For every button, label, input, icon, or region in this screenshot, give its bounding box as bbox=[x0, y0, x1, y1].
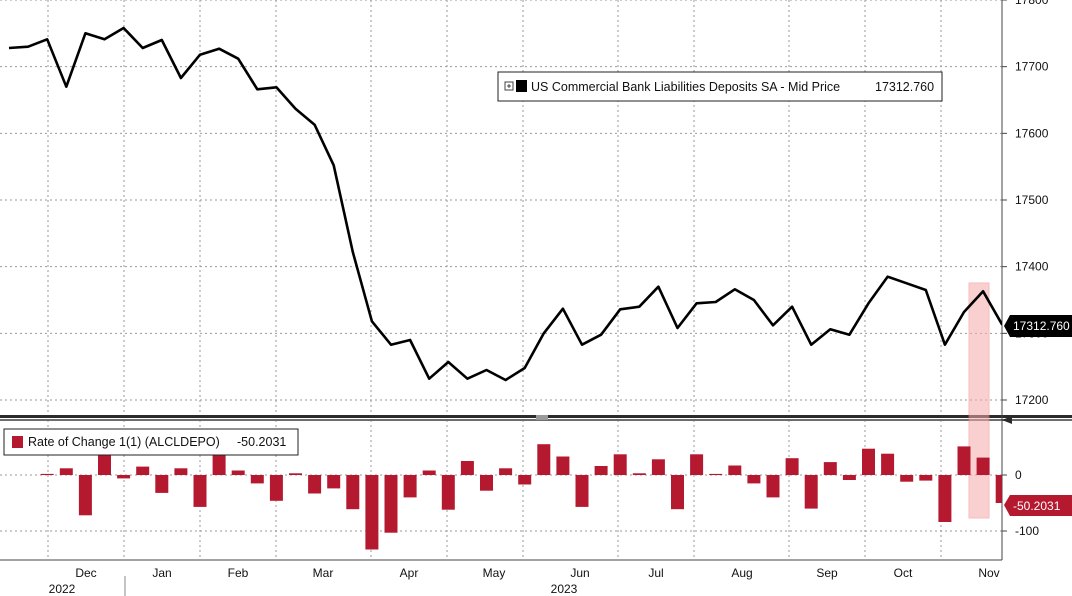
roc-bar bbox=[231, 470, 245, 475]
roc-bar bbox=[804, 475, 818, 509]
roc-bar bbox=[289, 473, 302, 475]
roc-bar bbox=[690, 454, 704, 475]
roc-last-value: -50.2031 bbox=[1013, 499, 1061, 513]
x-year-label: 2023 bbox=[551, 582, 578, 596]
roc-bar bbox=[823, 462, 837, 475]
price-legend-value: 17312.760 bbox=[875, 80, 934, 94]
divider-arrow-icon bbox=[1002, 416, 1012, 424]
legend-swatch-icon bbox=[12, 436, 23, 448]
price-last-value-badge: 17312.760 bbox=[1004, 315, 1072, 337]
y-tick-label: 17500 bbox=[1015, 193, 1049, 207]
roc-bar bbox=[632, 473, 646, 475]
price-legend-label: US Commercial Bank Liabilities Deposits … bbox=[531, 80, 840, 94]
roc-last-value-badge: -50.2031 bbox=[1004, 495, 1072, 516]
roc-bar bbox=[403, 475, 417, 498]
roc-bar bbox=[709, 473, 723, 475]
roc-bar bbox=[594, 466, 608, 475]
roc-bar bbox=[78, 475, 92, 516]
roc-bar bbox=[40, 473, 54, 475]
roc-bar bbox=[881, 453, 895, 475]
panel-resize-handle[interactable] bbox=[536, 415, 548, 420]
deposits-line bbox=[8, 26, 1002, 382]
x-axis-ticks: Dec Jan Feb Mar Apr May Jun Jul Aug Sep Oct Nov 2022… bbox=[49, 566, 1000, 596]
roc-bar bbox=[250, 475, 264, 484]
x-tick-label: Feb bbox=[228, 566, 249, 580]
y-tick-label: 17200 bbox=[1015, 393, 1049, 407]
legend-swatch-icon bbox=[516, 80, 527, 92]
roc-y-ticks: 0 -100 bbox=[1002, 468, 1039, 538]
roc-bar bbox=[212, 455, 226, 475]
price-legend: US Commercial Bank Liabilities Deposits … bbox=[497, 71, 943, 102]
roc-bar bbox=[155, 475, 169, 493]
roc-bar bbox=[537, 444, 551, 475]
y-tick-label: 0 bbox=[1015, 468, 1022, 482]
roc-bar bbox=[98, 454, 111, 475]
roc-bar bbox=[441, 475, 455, 510]
roc-bar bbox=[269, 475, 283, 501]
x-tick-label: May bbox=[483, 566, 506, 580]
roc-bar bbox=[900, 475, 914, 482]
roc-bar bbox=[995, 475, 1002, 503]
latest-point-highlight bbox=[968, 282, 990, 519]
roc-bar bbox=[460, 461, 474, 475]
y-tick-label: 17800 bbox=[1015, 0, 1049, 7]
price-panel bbox=[0, 0, 1002, 416]
x-tick-label: Oct bbox=[894, 566, 913, 580]
roc-bar bbox=[976, 457, 990, 475]
x-tick-label: Mar bbox=[313, 566, 334, 580]
roc-legend-label: Rate of Change 1(1) (ALCLDEPO) bbox=[28, 435, 220, 449]
roc-bar bbox=[747, 475, 761, 484]
roc-bar bbox=[671, 475, 684, 510]
price-last-value: 17312.760 bbox=[1013, 319, 1070, 333]
roc-bar bbox=[136, 466, 150, 475]
roc-bar bbox=[117, 475, 131, 479]
x-tick-label: Jan bbox=[152, 566, 171, 580]
y-tick-label: -100 bbox=[1015, 524, 1039, 538]
roc-bar bbox=[422, 470, 436, 475]
roc-bar bbox=[651, 459, 665, 475]
roc-bar bbox=[728, 465, 742, 475]
x-tick-label: Dec bbox=[75, 566, 96, 580]
roc-legend-value: -50.2031 bbox=[237, 435, 286, 449]
roc-bar bbox=[919, 475, 933, 481]
roc-bar bbox=[59, 468, 73, 475]
roc-bar bbox=[518, 475, 532, 485]
roc-bar bbox=[365, 475, 379, 550]
roc-bar bbox=[499, 468, 513, 475]
roc-bar bbox=[556, 456, 570, 475]
roc-bar bbox=[327, 475, 341, 489]
x-tick-label: Nov bbox=[978, 566, 999, 580]
y-tick-label: 17700 bbox=[1015, 60, 1049, 74]
roc-legend: Rate of Change 1(1) (ALCLDEPO) -50.2031 bbox=[3, 428, 299, 456]
roc-bar bbox=[384, 475, 398, 533]
x-year-label: 2022 bbox=[49, 582, 76, 596]
x-tick-label: Sep bbox=[816, 566, 838, 580]
roc-bar bbox=[785, 458, 799, 475]
roc-bar bbox=[957, 446, 971, 475]
price-y-ticks: 17800177001760017500174001730017200 bbox=[1002, 0, 1049, 407]
roc-bar bbox=[174, 468, 188, 475]
roc-bar bbox=[193, 475, 207, 507]
roc-bar bbox=[480, 475, 493, 491]
roc-bar bbox=[308, 475, 322, 494]
roc-bar bbox=[346, 475, 360, 510]
x-tick-label: Apr bbox=[400, 566, 419, 580]
y-tick-label: 17400 bbox=[1015, 260, 1049, 274]
roc-bar bbox=[938, 475, 952, 522]
roc-bar bbox=[766, 475, 780, 498]
x-tick-label: Aug bbox=[731, 566, 752, 580]
y-tick-label: 17600 bbox=[1015, 126, 1049, 140]
roc-bars bbox=[40, 444, 1002, 550]
roc-bar bbox=[613, 454, 627, 475]
roc-bar bbox=[842, 475, 856, 480]
roc-bar bbox=[862, 448, 875, 475]
x-tick-label: Jul bbox=[648, 566, 663, 580]
x-tick-label: Jun bbox=[570, 566, 589, 580]
roc-bar bbox=[575, 475, 589, 507]
